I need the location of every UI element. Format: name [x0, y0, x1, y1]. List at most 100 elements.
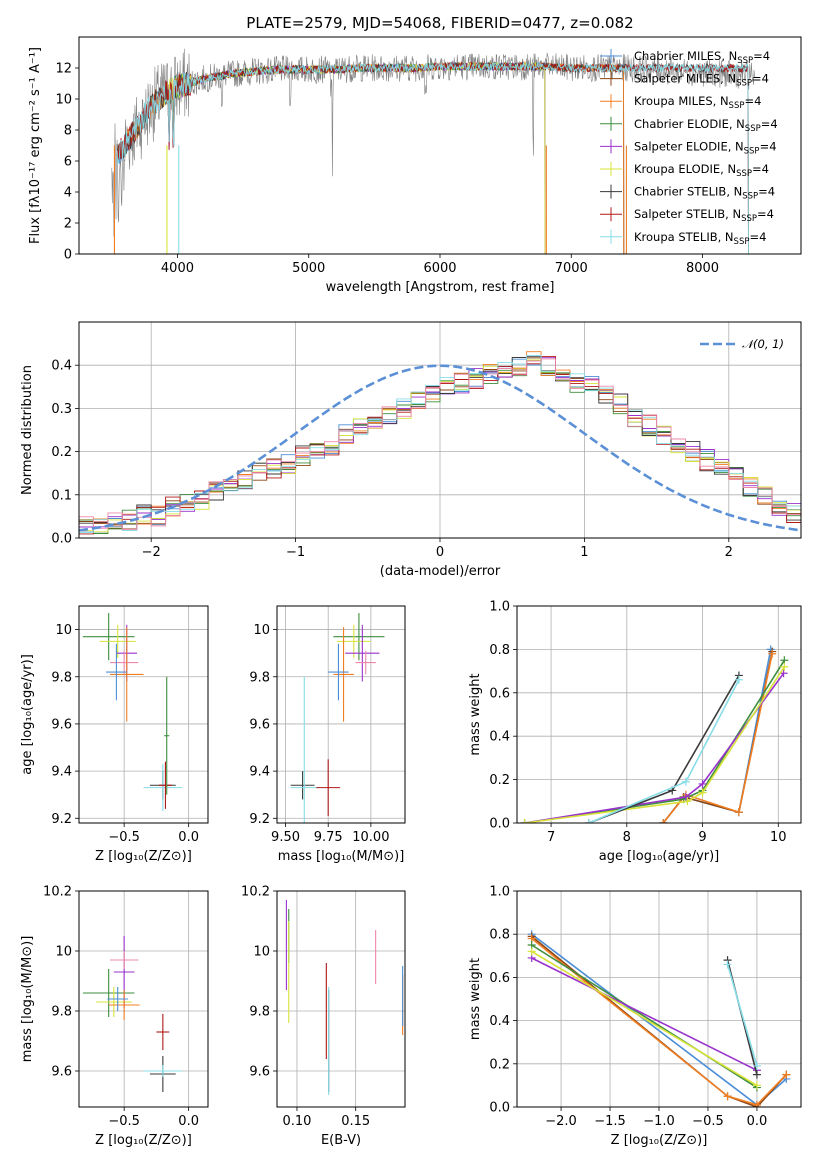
y-tick-label: 0.4	[51, 359, 72, 374]
x-tick-label: 7	[547, 830, 555, 845]
errorbar-point-kroupa-stelib	[143, 1065, 183, 1077]
x-tick-label: 2	[725, 545, 733, 560]
y-tick-label: 0.2	[489, 1057, 510, 1072]
y-tick-label: 0.6	[489, 971, 510, 986]
legend-label-normal: 𝒩(0, 1)	[742, 337, 784, 351]
y-tick-label: 9.4	[51, 765, 72, 780]
errorbar-point-pink	[109, 951, 139, 969]
y-tick-label: 0.4	[489, 730, 510, 745]
legend-label: Kroupa ELODIE, NSSP=4	[634, 162, 769, 179]
x-axis-label: (data-model)/error	[380, 564, 501, 579]
y-tick-label: 2	[64, 217, 72, 232]
x-tick-label: 4000	[161, 261, 194, 276]
weight-series-kroupa-elodie	[527, 947, 761, 1090]
mass-vs-Z-panel: −0.5 0.0 9.6 9.8 10 10.2 Z [log₁₀(Z/Z⊙)] mass […	[20, 885, 209, 1148]
legend-label: Kroupa STELIB, NSSP=4	[634, 230, 766, 247]
x-axis-label: mass [log₁₀(M/M⊙)]	[278, 849, 405, 864]
y-tick-label: 0.4	[489, 1014, 510, 1029]
y-tick-label: 1.0	[489, 885, 510, 900]
x-tick-label: 0.15	[341, 1114, 370, 1129]
weight-point-marker	[752, 1061, 761, 1070]
y-tick-label: 0.8	[489, 928, 510, 943]
residual-histogram-pink	[79, 358, 801, 530]
y-tick-label: 0.6	[489, 686, 510, 701]
y-tick-label: 10	[253, 623, 270, 638]
mass-vs-EBV-plot-area	[285, 900, 404, 1095]
weight-series-line	[531, 950, 758, 1087]
mass-vs-EBV-panel: 0.10 0.15 9.6 9.8 10 10.2 E(B-V)	[241, 885, 406, 1148]
weight-point-marker	[683, 797, 692, 806]
x-tick-label: −0.5	[692, 1114, 724, 1129]
y-tick-label: 9.8	[51, 670, 72, 685]
x-tick-label: 0.0	[747, 1114, 768, 1129]
errorbar-point-salpeter-elodie	[345, 624, 380, 682]
weight-point-marker	[752, 1100, 761, 1107]
x-axis-label: Z [log₁₀(Z/Z⊙)]	[95, 849, 192, 864]
y-tick-label: 9.6	[249, 1065, 270, 1080]
y-tick-label: 9.4	[249, 765, 270, 780]
residual-histogram-chabrier-stelib	[79, 356, 801, 525]
y-tick-label: 10	[55, 623, 72, 638]
spectrum-plot-area	[111, 48, 756, 254]
model-spectrum-chabrier-stelib	[116, 61, 749, 254]
y-tick-label: 6	[64, 155, 72, 170]
weight-point-marker	[782, 1070, 791, 1079]
x-tick-label: 6000	[423, 261, 456, 276]
x-tick-label: −2.0	[545, 1114, 577, 1129]
y-tick-label: 8	[64, 124, 72, 139]
residuals-panel: −2 −1 0 1 2 0.0 0.1 0.2 0.3 0.4 (data-model)/error…	[20, 321, 802, 579]
y-tick-label: 9.8	[51, 1005, 72, 1020]
y-tick-label: 1.0	[489, 600, 510, 615]
weight-series-kroupa-miles	[527, 934, 791, 1107]
x-tick-label: 0	[436, 545, 444, 560]
weight-series-line	[524, 659, 785, 823]
model-spectrum-salpeter-stelib	[116, 60, 749, 254]
y-tick-label: 10.2	[241, 885, 270, 900]
errorbar-point-chabrier-elodie	[82, 969, 135, 1017]
errorbar-point-chabrier-elodie	[333, 613, 385, 661]
y-tick-label: 10	[55, 93, 72, 108]
y-tick-label: 10	[253, 945, 270, 960]
x-tick-label: 8	[623, 830, 631, 845]
errorbar-point-kroupa-stelib	[143, 764, 183, 812]
x-axis-label: wavelength [Angstrom, rest frame]	[326, 280, 555, 295]
spectrum-panel: 4000 5000 6000 7000 8000 0 2 4 6 8 10 12 wavelength …	[28, 36, 802, 295]
weight-point-marker	[766, 645, 775, 654]
y-tick-label: 9.8	[249, 670, 270, 685]
age-vs-Z-plot-area	[82, 613, 183, 812]
age-vs-mass-plot-area	[290, 613, 385, 823]
weight-point-marker	[659, 819, 668, 823]
age-vs-Z-panel: −0.5 0.0 9.2 9.4 9.6 9.8 10 Z [log₁₀(Z/Z⊙)] age …	[20, 605, 209, 864]
legend-label: Salpeter ELODIE, NSSP=4	[634, 139, 777, 156]
x-tick-label: −1	[286, 545, 305, 560]
y-axis-label: Normed distribution	[20, 365, 35, 495]
x-axis-label: Z [log₁₀(Z/Z⊙)]	[611, 1133, 708, 1148]
y-tick-label: 0.8	[489, 643, 510, 658]
x-tick-label: 0.0	[178, 1114, 199, 1129]
weight-series-kroupa-stelib	[723, 960, 761, 1070]
x-tick-label: 8000	[686, 261, 719, 276]
errorbar-point-pink	[355, 650, 376, 675]
weight-point-marker	[768, 649, 777, 658]
y-tick-label: 0.2	[51, 445, 72, 460]
errorbar-point-salpeter-stelib	[158, 761, 172, 809]
legend-label: Salpeter MILES, NSSP=4	[634, 72, 769, 89]
residuals-grid	[79, 322, 801, 539]
y-tick-label: 9.6	[249, 717, 270, 732]
age-vs-mass-frame	[276, 605, 406, 824]
y-axis-label: mass [log₁₀(M/M⊙)]	[20, 936, 35, 1063]
age-vs-mass-grid	[277, 606, 405, 823]
weight-point-marker	[698, 788, 707, 797]
normal-distribution-curve	[79, 364, 801, 532]
legend-label: Chabrier ELODIE, NSSP=4	[634, 117, 778, 134]
x-tick-label: 10.00	[352, 830, 389, 845]
x-tick-label: −1.5	[594, 1114, 626, 1129]
mass-vs-Z-plot-area	[82, 936, 183, 1092]
y-tick-label: 0.0	[489, 817, 510, 832]
x-tick-label: −1.0	[643, 1114, 675, 1129]
x-tick-label: −0.5	[108, 830, 140, 845]
legend-label: Salpeter STELIB, NSSP=4	[634, 207, 774, 224]
y-tick-label: 0.0	[51, 532, 72, 547]
residuals-plot-area	[79, 351, 801, 535]
